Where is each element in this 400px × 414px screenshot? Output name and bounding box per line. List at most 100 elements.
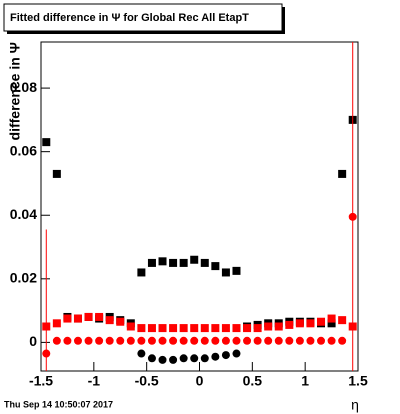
marker [221,324,230,333]
marker [116,336,125,345]
marker [169,258,178,267]
marker [338,336,347,345]
marker [274,322,283,331]
marker [232,266,241,275]
marker [274,336,283,345]
marker [52,319,61,328]
marker [221,336,230,345]
marker [137,336,146,345]
marker [338,316,347,325]
marker [95,336,104,345]
marker [306,336,315,345]
marker [295,319,304,328]
marker [327,336,336,345]
marker [84,336,93,345]
marker [200,324,209,333]
marker [179,324,188,333]
y-tick-label: 0.06 [10,142,37,158]
marker [200,354,209,363]
marker [190,336,199,345]
marker [243,336,252,345]
marker [264,322,273,331]
title-box [3,3,283,32]
marker [232,336,241,345]
marker [52,169,61,178]
marker [147,258,156,267]
marker [211,262,220,271]
marker [348,212,357,221]
marker [285,336,294,345]
marker [158,257,167,266]
marker [295,336,304,345]
marker [73,314,82,323]
marker [158,336,167,345]
marker [243,324,252,333]
marker [327,319,336,328]
marker [158,324,167,333]
marker [190,324,199,333]
timestamp: Thu Sep 14 10:50:07 2017 [4,399,113,409]
marker [147,336,156,345]
marker [126,336,135,345]
marker [42,138,51,147]
marker [158,355,167,364]
marker [190,255,199,264]
x-tick-label: -0.5 [135,373,159,389]
marker [221,351,230,360]
marker [306,319,315,328]
marker [42,349,51,358]
marker [105,336,114,345]
marker [137,268,146,277]
y-tick-label: 0.08 [10,79,37,95]
chart-title: Fitted difference in Ψ for Global Rec Al… [10,12,249,24]
marker [116,317,125,326]
marker [169,355,178,364]
marker [211,336,220,345]
marker [137,349,146,358]
marker [126,322,135,331]
x-tick-label: 0 [196,373,204,389]
x-tick-label: 1.5 [348,373,368,389]
marker [147,324,156,333]
marker [179,336,188,345]
marker [95,312,104,321]
marker [317,336,326,345]
marker [190,354,199,363]
marker [317,317,326,326]
marker [73,336,82,345]
x-tick-label: -1 [88,373,101,389]
y-tick-label: 0.04 [10,206,37,222]
marker [84,312,93,321]
marker [232,324,241,333]
marker [327,314,336,323]
marker [147,354,156,363]
x-tick-label: 1 [301,373,309,389]
marker [63,336,72,345]
marker [52,336,61,345]
y-tick-label: 0.02 [10,270,37,286]
marker [264,336,273,345]
marker [211,324,220,333]
marker [232,349,241,358]
y-axis-label: difference in Ψ [7,42,23,140]
marker [179,354,188,363]
marker [211,352,220,361]
marker [253,336,262,345]
marker [137,324,146,333]
marker [200,336,209,345]
marker [221,268,230,277]
marker [169,336,178,345]
marker [63,314,72,323]
marker [285,320,294,329]
marker [169,324,178,333]
marker [200,258,209,267]
marker [253,324,262,333]
x-tick-label: -1.5 [29,373,53,389]
x-tick-label: 0.5 [243,373,263,389]
y-tick-label: 0 [29,333,37,349]
marker [179,258,188,267]
x-axis-label: η [351,397,359,413]
marker [105,316,114,325]
